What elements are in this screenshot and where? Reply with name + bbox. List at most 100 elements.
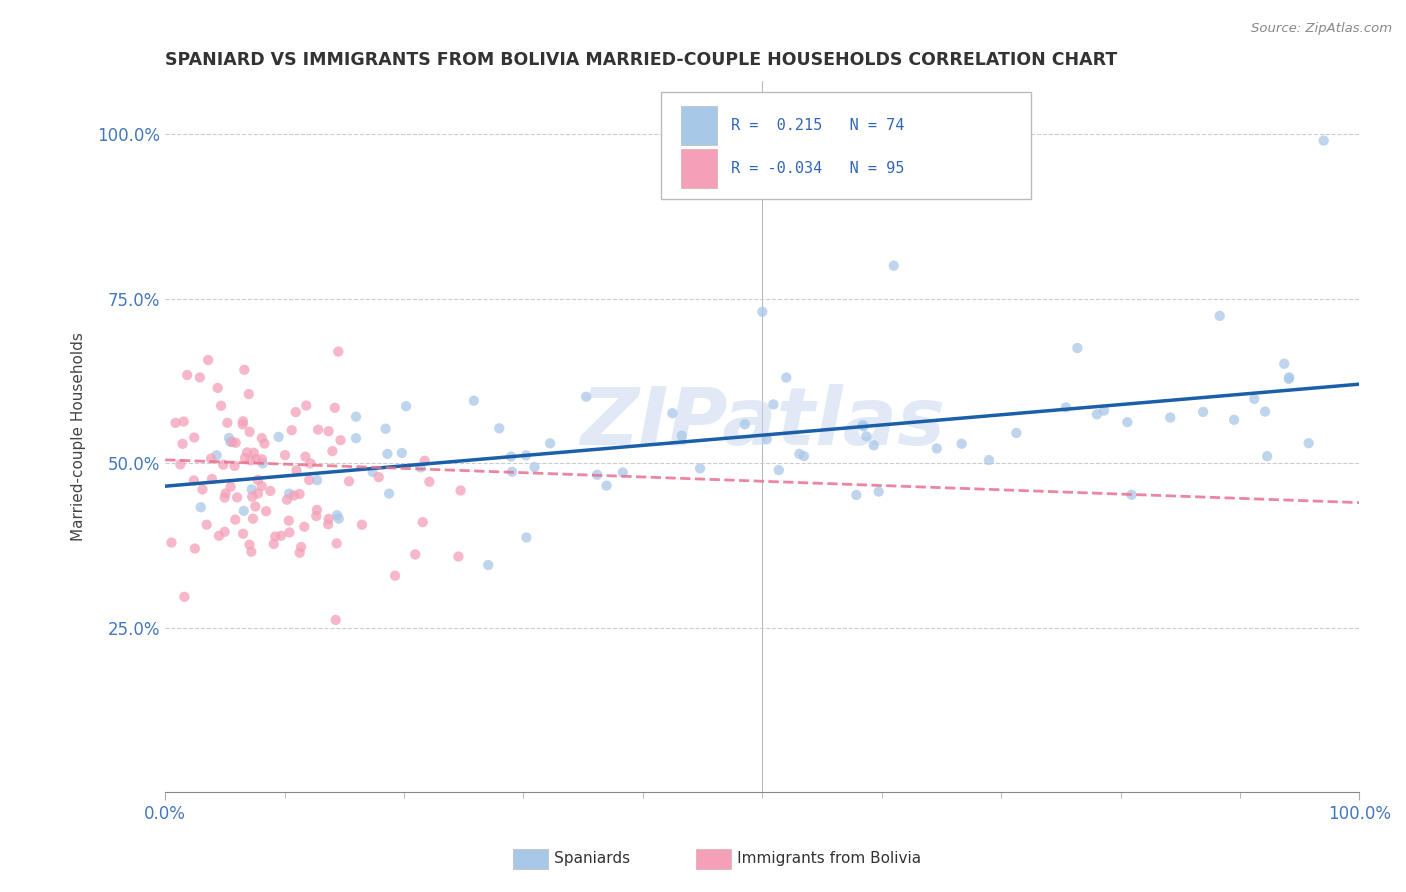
Point [1159,410,1181,425]
Point [214,524,236,539]
Point [1278,370,1301,384]
FancyBboxPatch shape [661,92,1031,199]
FancyBboxPatch shape [681,149,717,188]
Point [395,399,418,413]
Point [172,437,194,451]
Point [789,447,811,461]
Point [447,549,470,564]
Point [208,529,231,543]
Point [337,475,360,489]
Point [671,429,693,443]
Point [751,304,773,318]
Point [191,483,214,497]
Point [374,422,396,436]
Point [259,483,281,498]
Point [160,535,183,549]
Point [977,453,1000,467]
Point [245,500,267,514]
Point [292,519,315,533]
Point [328,344,350,359]
Point [1223,413,1246,427]
Point [212,458,235,472]
Point [224,458,246,473]
Point [246,473,269,487]
Point [219,480,242,494]
Point [318,512,340,526]
FancyBboxPatch shape [681,106,717,145]
Point [250,431,273,445]
Point [1298,436,1320,450]
Point [195,517,218,532]
Point [226,491,249,505]
Point [328,511,350,525]
Point [344,409,367,424]
Point [280,423,302,437]
Point [217,416,239,430]
Point [240,490,263,504]
Point [391,446,413,460]
Point [775,370,797,384]
Point [219,434,242,449]
Point [183,430,205,444]
Point [515,449,537,463]
Point [1085,408,1108,422]
Point [1121,488,1143,502]
Text: Source: ZipAtlas.com: Source: ZipAtlas.com [1251,22,1392,36]
Point [734,417,756,432]
Point [240,545,263,559]
Point [384,568,406,582]
Text: ZIPatlas: ZIPatlas [579,384,945,461]
Point [1066,341,1088,355]
Text: R = -0.034   N = 95: R = -0.034 N = 95 [731,161,904,176]
Point [1256,449,1278,463]
Point [450,483,472,498]
Point [367,470,389,484]
Point [523,460,546,475]
Point [190,500,212,515]
Point [1092,403,1115,417]
Point [1005,425,1028,440]
Point [205,448,228,462]
Point [245,451,267,466]
Point [477,558,499,572]
Point [689,461,711,475]
Point [755,432,778,446]
Point [232,414,254,428]
Point [595,478,617,492]
Point [661,406,683,420]
Point [278,525,301,540]
Point [277,514,299,528]
Point [852,419,875,434]
Point [232,417,254,432]
Point [250,479,273,493]
Point [176,368,198,382]
Point [173,590,195,604]
Point [225,435,247,450]
Text: SPANIARD VS IMMIGRANTS FROM BOLIVIA MARRIED-COUPLE HOUSEHOLDS CORRELATION CHART: SPANIARD VS IMMIGRANTS FROM BOLIVIA MARR… [166,51,1118,69]
Point [238,387,260,401]
Point [246,486,269,500]
Point [165,416,187,430]
Point [1272,357,1295,371]
Point [209,399,232,413]
Point [200,451,222,466]
Point [274,448,297,462]
Point [329,434,352,448]
Point [243,446,266,460]
Point [169,458,191,472]
Point [233,450,256,465]
Point [377,447,399,461]
Point [538,436,561,450]
Point [254,504,277,518]
Point [221,434,243,449]
Point [361,465,384,479]
Point [263,537,285,551]
Point [868,484,890,499]
Point [418,475,440,489]
Point [284,405,307,419]
Point [1254,404,1277,418]
Point [299,456,322,470]
Point [1278,372,1301,386]
Point [612,466,634,480]
Text: Spaniards: Spaniards [520,851,630,865]
